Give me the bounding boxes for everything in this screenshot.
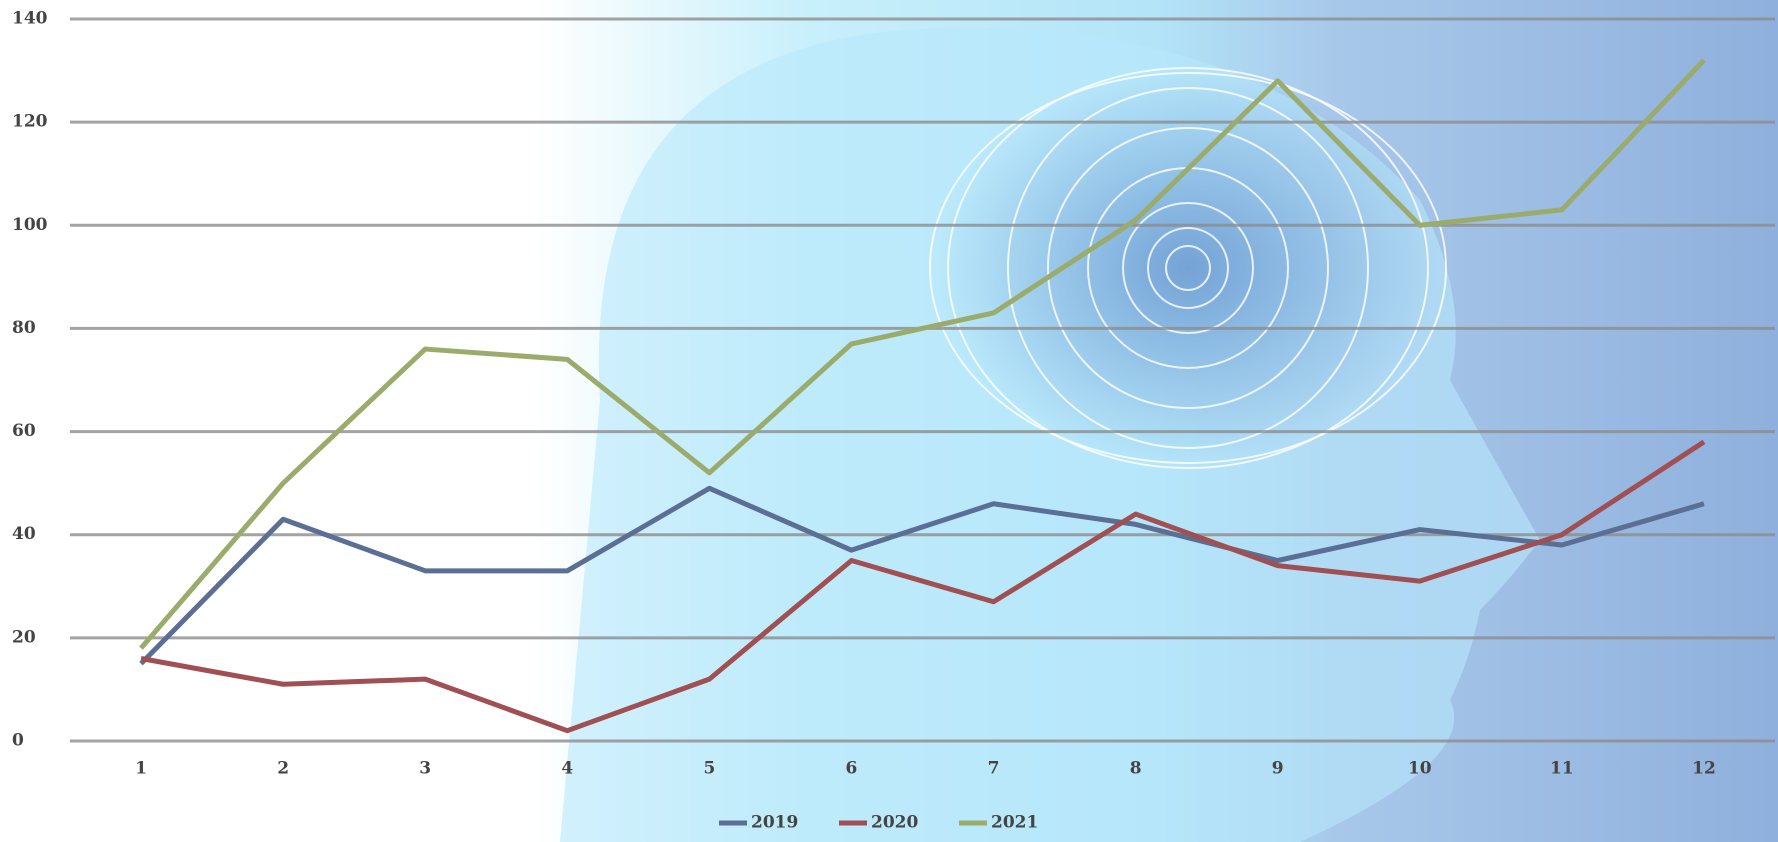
y-tick-label: 60 xyxy=(12,421,36,441)
legend-label: 2019 xyxy=(751,813,798,833)
y-tick-label: 80 xyxy=(12,318,36,338)
x-tick-label: 1 xyxy=(135,759,147,779)
x-tick-label: 8 xyxy=(1130,759,1142,779)
x-tick-label: 2 xyxy=(277,759,289,779)
y-tick-label: 100 xyxy=(12,215,48,235)
y-tick-label: 40 xyxy=(12,524,36,544)
x-tick-label: 3 xyxy=(419,759,431,779)
y-tick-label: 20 xyxy=(12,627,36,647)
x-tick-label: 5 xyxy=(703,759,715,779)
x-tick-label: 7 xyxy=(988,759,1000,779)
x-tick-label: 9 xyxy=(1272,759,1284,779)
x-tick-label: 11 xyxy=(1550,759,1574,779)
x-tick-label: 12 xyxy=(1692,759,1716,779)
x-tick-label: 6 xyxy=(846,759,858,779)
chart: 0204060801001201401234567891011122019202… xyxy=(0,0,1778,842)
x-tick-label: 4 xyxy=(561,759,573,779)
legend-label: 2020 xyxy=(871,813,918,833)
x-tick-label: 10 xyxy=(1408,759,1432,779)
y-tick-label: 0 xyxy=(12,731,24,751)
y-tick-label: 120 xyxy=(12,112,48,132)
y-tick-label: 140 xyxy=(12,9,48,29)
ripples xyxy=(930,68,1446,468)
legend-label: 2021 xyxy=(991,813,1038,833)
